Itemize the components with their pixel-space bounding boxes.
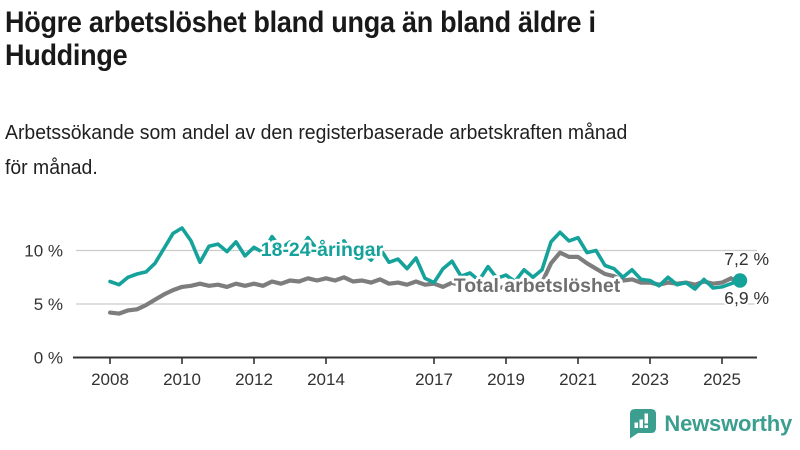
chart-title: Högre arbetslöshet bland unga än bland ä… xyxy=(5,6,800,72)
y-tick-label: 5 % xyxy=(34,295,63,314)
x-tick-label: 2019 xyxy=(487,370,525,389)
y-tick-label: 10 % xyxy=(24,242,63,261)
newsworthy-logo-icon xyxy=(630,409,657,439)
x-tick-label: 2025 xyxy=(703,370,741,389)
end-value-label-total: 6,9 % xyxy=(724,288,769,308)
chart-area: 2008 2010 2012 2014 2017 2019 2021 2023 2025 0 %… xyxy=(0,205,800,405)
series-label-total: Total arbetslöshet xyxy=(454,275,621,297)
end-value-label-youth: 7,2 % xyxy=(724,249,769,269)
chart-subtitle-line2: för månad. xyxy=(5,157,98,179)
series-lines xyxy=(107,226,743,316)
chart-subtitle-line1: Arbetssökande som andel av den registerb… xyxy=(5,122,628,144)
x-tick-label: 2021 xyxy=(559,370,597,389)
x-tick-label: 2008 xyxy=(91,370,129,389)
gridlines xyxy=(73,249,757,359)
series-line-Total arbetslöshet xyxy=(107,250,743,316)
chart-title-line2: Huddinge xyxy=(5,39,128,72)
x-tick-label: 2017 xyxy=(415,370,453,389)
newsworthy-logo-text: Newsworthy xyxy=(664,411,792,436)
series-label-youth: 18-24-åringar xyxy=(261,238,384,261)
x-tick-label: 2010 xyxy=(163,370,201,389)
logo-bars xyxy=(634,413,649,428)
x-axis: 2008 2010 2012 2014 2017 2019 2021 2023 2025 xyxy=(91,357,741,389)
x-tick-label: 2014 xyxy=(307,370,345,389)
x-tick-label: 2023 xyxy=(631,370,669,389)
line-chart: 2008 2010 2012 2014 2017 2019 2021 2023 2025 0 %… xyxy=(24,226,771,389)
newsworthy-logo: Newsworthy xyxy=(630,408,792,440)
x-tick-label: 2012 xyxy=(235,370,273,389)
chart-title-line1: Högre arbetslöshet bland unga än bland ä… xyxy=(5,6,596,39)
y-axis-labels: 0 % 5 % 10 % xyxy=(24,242,63,368)
y-tick-label: 0 % xyxy=(34,349,63,368)
chart-subtitle: Arbetssökande som andel av den registerb… xyxy=(5,116,800,186)
series-line-18-24-åringar xyxy=(108,226,742,291)
latest-point-dot xyxy=(732,273,748,288)
